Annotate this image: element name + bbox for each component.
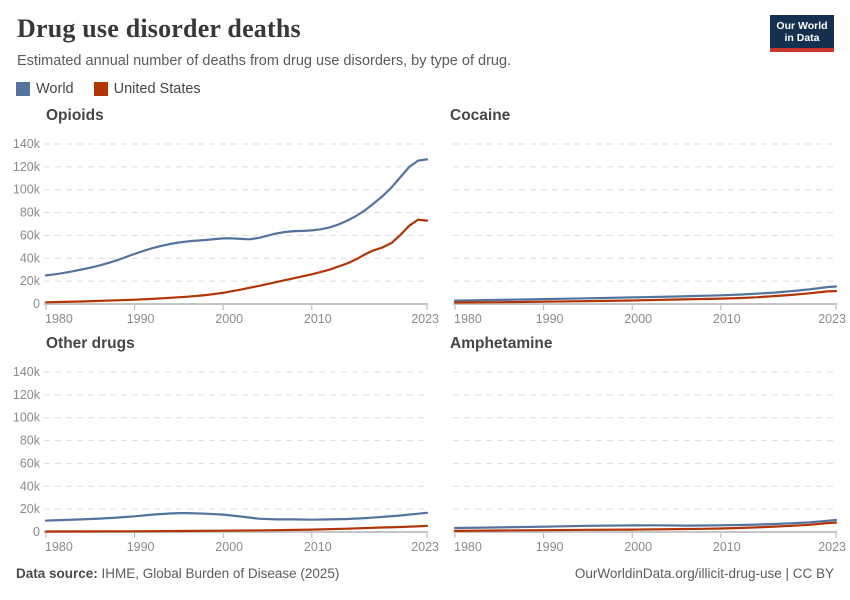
y-axis-tick-label: 120k [13,388,41,402]
y-axis-tick-label: 100k [13,183,41,197]
x-axis-tick-label: 1990 [127,312,155,326]
x-axis-tick-label: 2000 [215,540,243,554]
chart-title-amphetamine: Amphetamine [450,335,553,352]
footer: Data source: IHME, Global Burden of Dise… [16,566,834,581]
cocaine-chart[interactable]: 1980 1990 2000 2010 2023 [440,130,850,330]
page-title: Drug use disorder deaths [17,14,301,43]
legend: World United States [16,81,201,97]
legend-item-world[interactable]: World [16,81,74,97]
opioids-chart[interactable]: 0 20k 40k 60k 80k 100k 120k 140k 1980 1990 2000 201… [0,130,440,330]
chart-title-opioids: Opioids [46,107,104,124]
y-axis-tick-label: 60k [20,456,41,470]
x-axis-tick-label: 1990 [127,540,155,554]
united-states-line [453,521,838,532]
x-axis-tick-label: 1990 [536,312,564,326]
x-axis-tick-label: 1980 [454,540,482,554]
y-axis-tick-label: 140k [13,365,41,379]
x-axis-tick-label: 1980 [454,312,482,326]
chart-title-cocaine: Cocaine [450,107,511,124]
y-axis-tick-label: 40k [20,251,41,265]
owid-logo: Our World in Data [770,15,834,52]
x-axis-tick-label: 2023 [411,312,439,326]
world-line [453,518,838,530]
legend-label-united-states: United States [113,81,201,97]
other-drugs-chart[interactable]: 0 20k 40k 60k 80k 100k 120k 140k 1980 1990 2000 201… [0,358,440,558]
y-axis-tick-label: 20k [20,274,41,288]
x-axis-tick-label: 2010 [713,312,741,326]
x-axis-tick-label: 1980 [45,540,73,554]
y-axis-tick-label: 80k [20,206,41,220]
x-axis-tick-label: 2000 [624,312,652,326]
united-states-line [44,218,429,304]
x-axis-tick-label: 2010 [713,540,741,554]
world-line [44,511,429,522]
world-color-swatch [16,82,30,96]
y-axis-tick-label: 140k [13,137,41,151]
footer-link[interactable]: OurWorldinData.org/illicit-drug-use | CC… [574,566,834,581]
x-axis-tick-label: 2000 [215,312,243,326]
x-axis-tick-label: 1980 [45,312,73,326]
chart-subtitle: Estimated annual number of deaths from d… [17,53,512,69]
owid-logo-line1: Our World [776,19,828,32]
y-axis-tick-label: 0 [33,525,40,539]
world-line [44,158,429,277]
chart-title-other-drugs: Other drugs [46,335,135,352]
world-line [453,285,838,302]
data-source-note: Data source: IHME, Global Burden of Dise… [16,566,339,581]
x-axis-tick-label: 2023 [411,540,439,554]
united-states-color-swatch [93,82,108,96]
y-axis-tick-label: 100k [13,411,41,425]
x-axis-tick-label: 2023 [818,540,846,554]
y-axis-tick-label: 40k [20,479,41,493]
legend-label-world: World [36,81,74,97]
x-axis-tick-label: 1990 [536,540,564,554]
x-axis-tick-label: 2010 [304,312,332,326]
y-axis-tick-label: 0 [33,297,40,311]
united-states-line [44,524,429,533]
owid-logo-line2: in Data [784,31,820,44]
y-axis-tick-label: 80k [20,434,41,448]
y-axis-tick-label: 120k [13,160,41,174]
united-states-line [453,290,838,304]
x-axis-tick-label: 2023 [818,312,846,326]
amphetamine-chart[interactable]: 1980 1990 2000 2010 2023 [440,358,850,558]
x-axis-tick-label: 2000 [624,540,652,554]
y-axis-tick-label: 60k [20,228,41,242]
data-source-text: IHME, Global Burden of Disease (2025) [97,566,340,581]
legend-item-united-states[interactable]: United States [93,81,201,97]
x-axis-tick-label: 2010 [304,540,332,554]
y-axis-tick-label: 20k [20,502,41,516]
data-source-label: Data source: [16,566,98,581]
